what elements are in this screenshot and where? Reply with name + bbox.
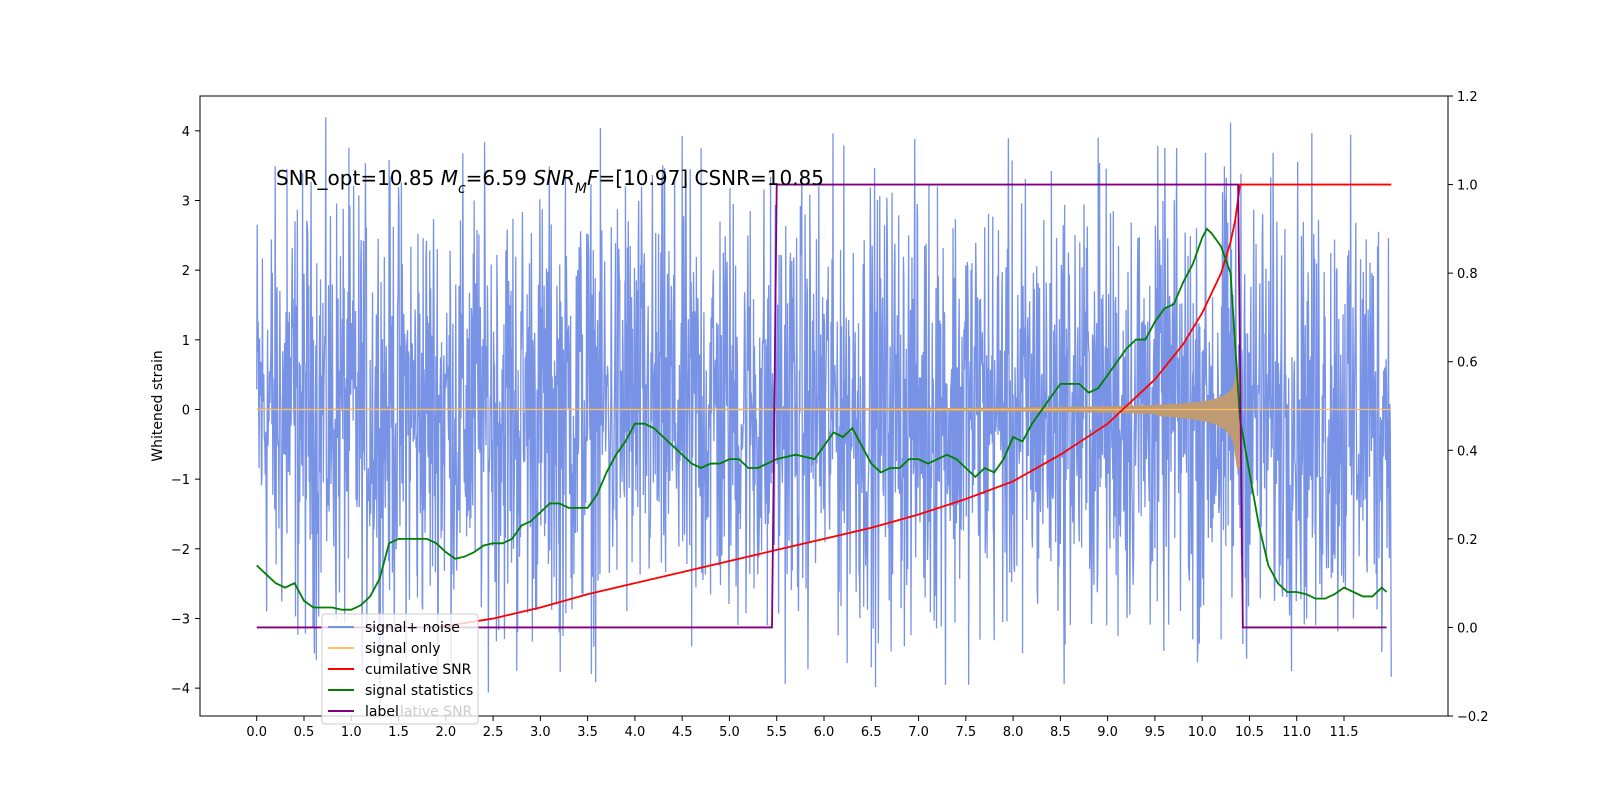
y-tick-label: 4 xyxy=(182,125,190,140)
x-tick-label: 6.5 xyxy=(861,725,882,740)
x-tick-label: 0.0 xyxy=(246,725,267,740)
y2-tick-label: 1.2 xyxy=(1457,90,1478,105)
series-label xyxy=(256,183,1387,629)
legend-box xyxy=(321,613,479,725)
x-tick-label: 7.0 xyxy=(908,725,929,740)
series-line xyxy=(436,183,1392,629)
y2-tick-label: 0.6 xyxy=(1457,356,1478,371)
x-tick-label: 4.0 xyxy=(625,725,646,740)
x-tick-label: 11.5 xyxy=(1330,725,1359,740)
x-tick-label: 2.5 xyxy=(483,725,504,740)
x-tick-label: 3.0 xyxy=(530,725,551,740)
legend-label: signal only xyxy=(365,641,440,657)
x-tick-label: 1.5 xyxy=(388,725,409,740)
y-tick-label: 0 xyxy=(182,403,190,418)
y-tick-label: 2 xyxy=(182,264,190,279)
y2-tick-label: 0.8 xyxy=(1457,267,1478,282)
annotation-part: =[10.97] CSNR=10.85 xyxy=(599,166,825,190)
x-tick-label: 7.5 xyxy=(955,725,976,740)
legend-label: signal+ noise xyxy=(365,620,460,636)
x-tick-label: 8.0 xyxy=(1003,725,1024,740)
y2-tick-label: 1.0 xyxy=(1457,179,1478,194)
x-tick-label: 5.5 xyxy=(766,725,787,740)
y2-tick-label: 0.0 xyxy=(1457,621,1478,636)
series-signal-noise xyxy=(256,117,1392,716)
y2-tick-label: −0.2 xyxy=(1457,710,1489,725)
x-tick-label: 5.0 xyxy=(719,725,740,740)
annotation-part: =6.59 xyxy=(466,166,534,190)
annotation-part: F xyxy=(587,166,599,190)
y-tick-label: 1 xyxy=(182,334,190,349)
x-tick-label: 8.5 xyxy=(1050,725,1071,740)
series-signal-statistics xyxy=(256,227,1388,611)
x-tick-label: 3.5 xyxy=(577,725,598,740)
x-tick-label: 10.0 xyxy=(1188,725,1217,740)
y-axis-right: −0.2 0.0 0.2 0.4 0.6 0.8 1.0 1.2 xyxy=(1448,90,1489,725)
series-line xyxy=(256,227,1388,611)
x-tick-label: 11.0 xyxy=(1282,725,1311,740)
y-tick-label: −3 xyxy=(171,612,190,627)
x-tick-label: 1.0 xyxy=(341,725,362,740)
series-line xyxy=(256,183,1387,629)
x-tick-label: 9.0 xyxy=(1097,725,1118,740)
x-tick-label: 6.0 xyxy=(814,725,835,740)
y2-tick-label: 0.2 xyxy=(1457,533,1478,548)
x-tick-label: 2.0 xyxy=(435,725,456,740)
annotation-part: M xyxy=(575,181,587,197)
series-cumilative-snr xyxy=(436,183,1392,629)
y-axis-label: Whitened strain xyxy=(150,350,166,461)
y-axis-left: −4 −3 −2 −1 0 1 2 3 4 xyxy=(171,125,200,697)
x-tick-label: 10.5 xyxy=(1235,725,1264,740)
x-tick-label: 0.5 xyxy=(294,725,315,740)
y-tick-label: −4 xyxy=(171,682,190,697)
x-tick-label: 4.5 xyxy=(672,725,693,740)
y-tick-label: 3 xyxy=(182,194,190,209)
y-tick-label: −1 xyxy=(171,473,190,488)
annotation-part: M xyxy=(441,166,458,190)
noise-trace xyxy=(256,117,1392,716)
chart-annotation: SNR_opt=10.85 Mc=6.59 SNRMF=[10.97] CSNR… xyxy=(276,166,824,197)
annotation-part: SNR_opt=10.85 xyxy=(276,166,441,190)
x-tick-label: 9.5 xyxy=(1145,725,1166,740)
legend-label: label xyxy=(365,704,399,720)
y-tick-label: −2 xyxy=(171,543,190,558)
legend-ghost-text: lative SNR xyxy=(400,704,473,720)
x-axis: 0.0 0.5 1.0 1.5 2.0 2.5 3.0 3.5 4.0 4.5 5.0 5.5 6.0 6… xyxy=(246,716,1358,740)
series-layer xyxy=(256,117,1392,716)
legend-label: cumilative SNR xyxy=(365,662,472,678)
legend-label: signal statistics xyxy=(365,683,473,699)
annotation-part: SNR xyxy=(533,166,575,190)
y2-tick-label: 0.4 xyxy=(1457,444,1478,459)
series-signal-only xyxy=(256,339,1392,468)
legend: signal+ noise signal only cumilative SNR si… xyxy=(321,613,479,725)
annotation-part: c xyxy=(458,181,466,197)
